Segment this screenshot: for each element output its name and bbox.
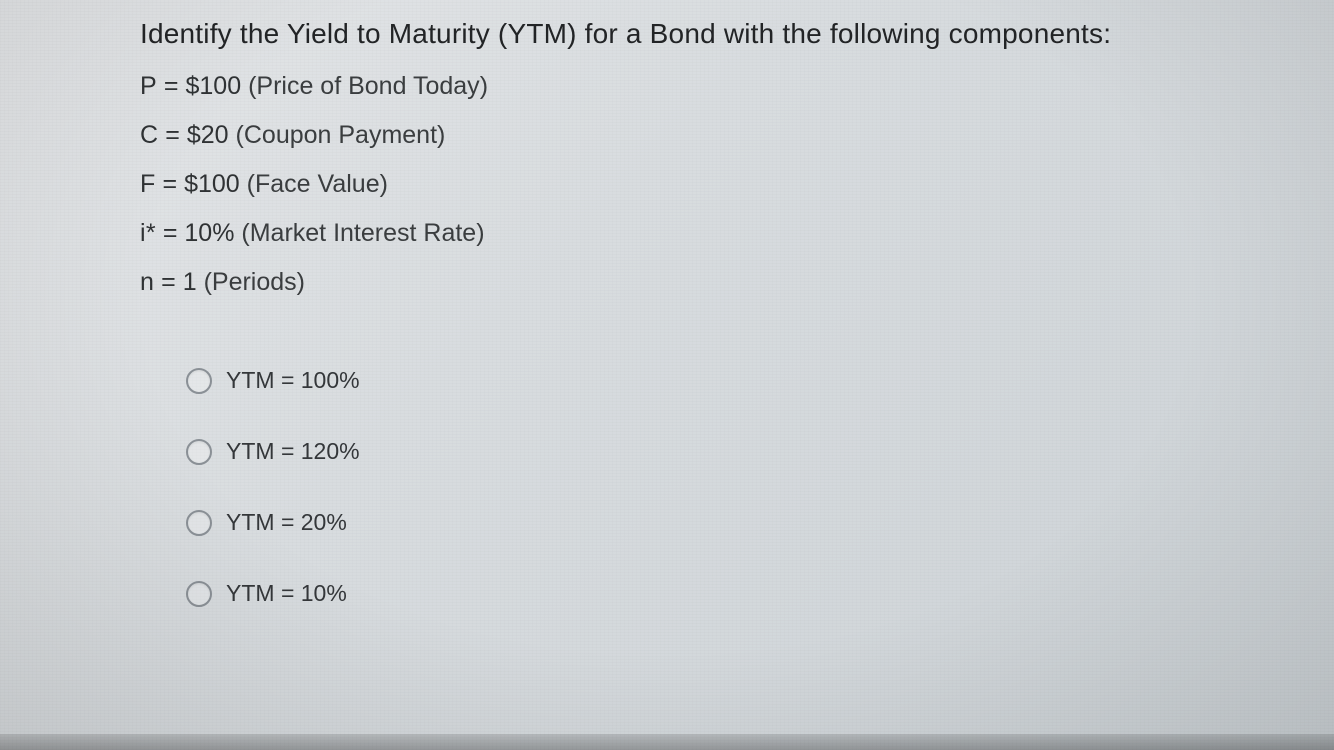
given-value: 1 — [183, 268, 197, 296]
option-ytm-120[interactable]: YTM = 120% — [186, 438, 1334, 465]
given-line-istar: i* = 10% (Market Interest Rate) — [140, 219, 1334, 248]
given-value: $100 — [184, 170, 240, 198]
given-value: 10% — [184, 219, 234, 247]
given-desc: (Face Value) — [247, 170, 388, 198]
given-var: n — [140, 268, 154, 296]
given-var: P — [140, 72, 157, 100]
given-desc-text: Price of Bond Today — [256, 72, 479, 100]
given-line-c: C = $20 (Coupon Payment) — [140, 121, 1334, 150]
question-block: Identify the Yield to Maturity (YTM) for… — [0, 0, 1334, 607]
option-ytm-20[interactable]: YTM = 20% — [186, 509, 1334, 536]
given-value: $20 — [187, 121, 229, 149]
given-desc-text: Face Value — [255, 170, 380, 198]
screen-bottom-edge — [0, 734, 1334, 750]
given-desc: (Market Interest Rate) — [241, 219, 484, 247]
given-desc: (Price of Bond Today) — [248, 72, 488, 100]
radio-icon — [186, 510, 212, 536]
given-desc: (Periods) — [204, 268, 305, 296]
option-label: YTM = 10% — [226, 580, 347, 607]
given-var: i* — [140, 219, 156, 247]
given-desc-text: Coupon Payment — [244, 121, 437, 149]
given-var: F — [140, 170, 156, 198]
question-prompt: Identify the Yield to Maturity (YTM) for… — [140, 18, 1334, 50]
given-var: C — [140, 121, 158, 149]
given-line-n: n = 1 (Periods) — [140, 268, 1334, 297]
radio-icon — [186, 581, 212, 607]
given-desc-text: Periods — [212, 268, 297, 296]
given-line-f: F = $100 (Face Value) — [140, 170, 1334, 199]
option-label: YTM = 120% — [226, 438, 360, 465]
radio-icon — [186, 439, 212, 465]
given-value: $100 — [185, 72, 241, 100]
option-label: YTM = 20% — [226, 509, 347, 536]
radio-icon — [186, 368, 212, 394]
option-label: YTM = 100% — [226, 367, 360, 394]
given-desc-text: Market Interest Rate — [250, 219, 476, 247]
given-desc: (Coupon Payment) — [236, 121, 446, 149]
given-line-p: P = $100 (Price of Bond Today) — [140, 72, 1334, 101]
option-ytm-10[interactable]: YTM = 10% — [186, 580, 1334, 607]
answer-options: YTM = 100% YTM = 120% YTM = 20% YTM = 10… — [140, 367, 1334, 607]
option-ytm-100[interactable]: YTM = 100% — [186, 367, 1334, 394]
